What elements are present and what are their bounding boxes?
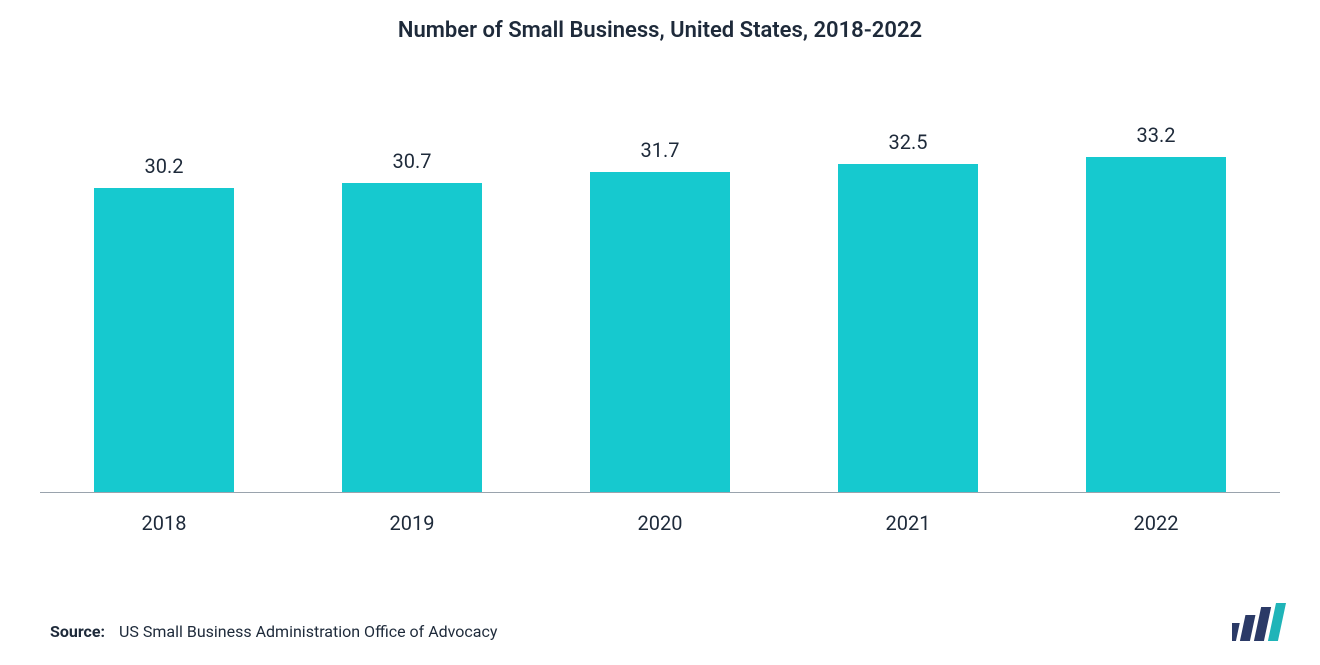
source-text: US Small Business Administration Office … <box>119 622 497 641</box>
bar <box>342 183 482 494</box>
chart-plot-area: 30.2 30.7 31.7 32.5 33.2 2018 2019 2020 … <box>40 83 1280 543</box>
bar-slot: 30.7 <box>288 83 536 493</box>
bar-slot: 33.2 <box>1032 83 1280 493</box>
x-axis-line <box>40 492 1280 493</box>
x-labels-row: 2018 2019 2020 2021 2022 <box>40 503 1280 543</box>
bar-slot: 30.2 <box>40 83 288 493</box>
chart-title: Number of Small Business, United States,… <box>20 18 1300 43</box>
value-label: 31.7 <box>641 138 680 162</box>
brand-logo-icon <box>1232 603 1290 641</box>
logo-bars <box>1232 603 1286 641</box>
bar <box>838 164 978 493</box>
bar <box>94 188 234 493</box>
x-label: 2022 <box>1032 503 1280 543</box>
x-label: 2021 <box>784 503 1032 543</box>
bar-slot: 31.7 <box>536 83 784 493</box>
bars-row: 30.2 30.7 31.7 32.5 33.2 <box>40 83 1280 493</box>
value-label: 32.5 <box>889 130 928 154</box>
footer: Source: US Small Business Administration… <box>50 603 1290 641</box>
x-label: 2019 <box>288 503 536 543</box>
source-label: Source: <box>50 622 105 641</box>
bar-slot: 32.5 <box>784 83 1032 493</box>
value-label: 33.2 <box>1137 123 1176 147</box>
value-label: 30.7 <box>393 149 432 173</box>
x-label: 2018 <box>40 503 288 543</box>
x-label: 2020 <box>536 503 784 543</box>
bar <box>1086 157 1226 493</box>
source-line: Source: US Small Business Administration… <box>50 622 497 641</box>
value-label: 30.2 <box>145 154 184 178</box>
bar <box>590 172 730 493</box>
